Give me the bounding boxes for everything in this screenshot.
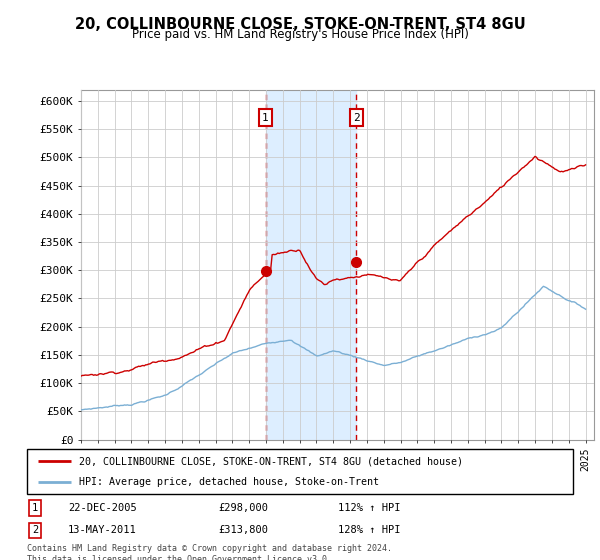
Text: 128% ↑ HPI: 128% ↑ HPI xyxy=(338,525,401,535)
Text: 22-DEC-2005: 22-DEC-2005 xyxy=(68,503,137,513)
Text: 112% ↑ HPI: 112% ↑ HPI xyxy=(338,503,401,513)
Text: 20, COLLINBOURNE CLOSE, STOKE-ON-TRENT, ST4 8GU: 20, COLLINBOURNE CLOSE, STOKE-ON-TRENT, … xyxy=(74,17,526,32)
Text: £313,800: £313,800 xyxy=(218,525,268,535)
Text: 1: 1 xyxy=(32,503,38,513)
Text: 13-MAY-2011: 13-MAY-2011 xyxy=(68,525,137,535)
Text: £298,000: £298,000 xyxy=(218,503,268,513)
Text: 1: 1 xyxy=(262,113,269,123)
Text: Contains HM Land Registry data © Crown copyright and database right 2024.
This d: Contains HM Land Registry data © Crown c… xyxy=(27,544,392,560)
Text: 2: 2 xyxy=(353,113,360,123)
Text: Price paid vs. HM Land Registry's House Price Index (HPI): Price paid vs. HM Land Registry's House … xyxy=(131,28,469,41)
Bar xyxy=(266,90,356,440)
Text: 2: 2 xyxy=(32,525,38,535)
FancyBboxPatch shape xyxy=(27,449,573,494)
Text: HPI: Average price, detached house, Stoke-on-Trent: HPI: Average price, detached house, Stok… xyxy=(79,477,379,487)
Text: 20, COLLINBOURNE CLOSE, STOKE-ON-TRENT, ST4 8GU (detached house): 20, COLLINBOURNE CLOSE, STOKE-ON-TRENT, … xyxy=(79,456,463,466)
